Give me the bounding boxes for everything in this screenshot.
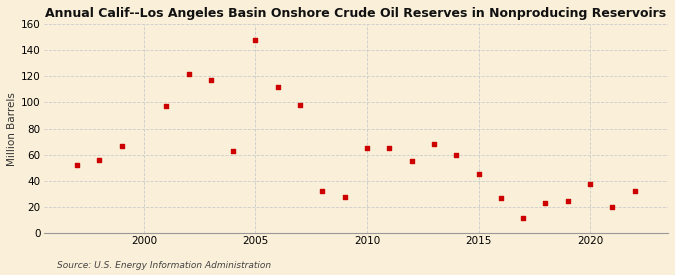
Point <box>116 143 127 148</box>
Point <box>227 148 238 153</box>
Point <box>317 189 328 194</box>
Point <box>72 163 82 167</box>
Point <box>540 201 551 205</box>
Point <box>250 37 261 42</box>
Point <box>629 189 640 194</box>
Point <box>585 181 595 186</box>
Point <box>295 103 306 107</box>
Point <box>406 159 417 164</box>
Point <box>429 142 439 147</box>
Point <box>94 158 105 162</box>
Point <box>473 172 484 177</box>
Point <box>451 153 462 157</box>
Point <box>384 146 395 150</box>
Point <box>183 72 194 76</box>
Point <box>362 146 373 150</box>
Point <box>518 215 529 220</box>
Point <box>205 78 216 82</box>
Point <box>161 104 171 109</box>
Point <box>340 194 350 199</box>
Text: Source: U.S. Energy Information Administration: Source: U.S. Energy Information Administ… <box>57 260 271 270</box>
Point <box>562 198 573 203</box>
Point <box>273 84 284 89</box>
Title: Annual Calif--Los Angeles Basin Onshore Crude Oil Reserves in Nonproducing Reser: Annual Calif--Los Angeles Basin Onshore … <box>45 7 666 20</box>
Point <box>495 196 506 200</box>
Point <box>607 205 618 209</box>
Y-axis label: Million Barrels: Million Barrels <box>7 92 17 166</box>
